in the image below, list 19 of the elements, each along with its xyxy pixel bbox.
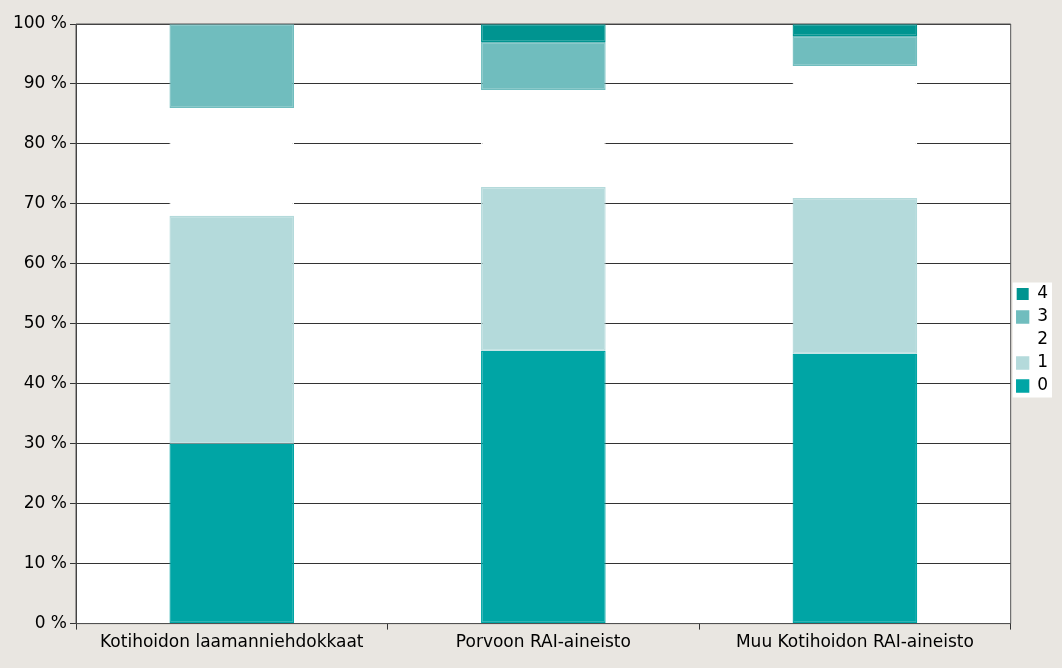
legend-label: 3 <box>1037 305 1049 326</box>
y-tick-label: 30 % <box>23 432 67 453</box>
y-tick-label: 40 % <box>23 372 67 393</box>
x-tick-label: Porvoon RAI-aineisto <box>455 631 631 652</box>
y-tick-label: 60 % <box>23 252 67 273</box>
y-tick-label: 20 % <box>23 492 67 513</box>
y-tick-label: 100 % <box>12 12 67 33</box>
y-tick-label: 0 % <box>34 612 67 633</box>
y-tick-label: 70 % <box>23 192 67 213</box>
legend-label: 1 <box>1037 351 1049 372</box>
y-tick-label: 10 % <box>23 552 67 573</box>
legend-label: 4 <box>1037 282 1049 303</box>
y-tick-label: 90 % <box>23 72 67 93</box>
y-tick-label: 50 % <box>23 312 67 333</box>
legend-label: 0 <box>1037 374 1049 395</box>
y-tick-label: 80 % <box>23 132 67 153</box>
text: 2 <box>1037 328 1049 349</box>
x-tick-label: Kotihoidon laamanniehdokkaat <box>100 631 364 652</box>
x-tick-label: Muu Kotihoidon RAI-aineisto <box>735 631 974 652</box>
